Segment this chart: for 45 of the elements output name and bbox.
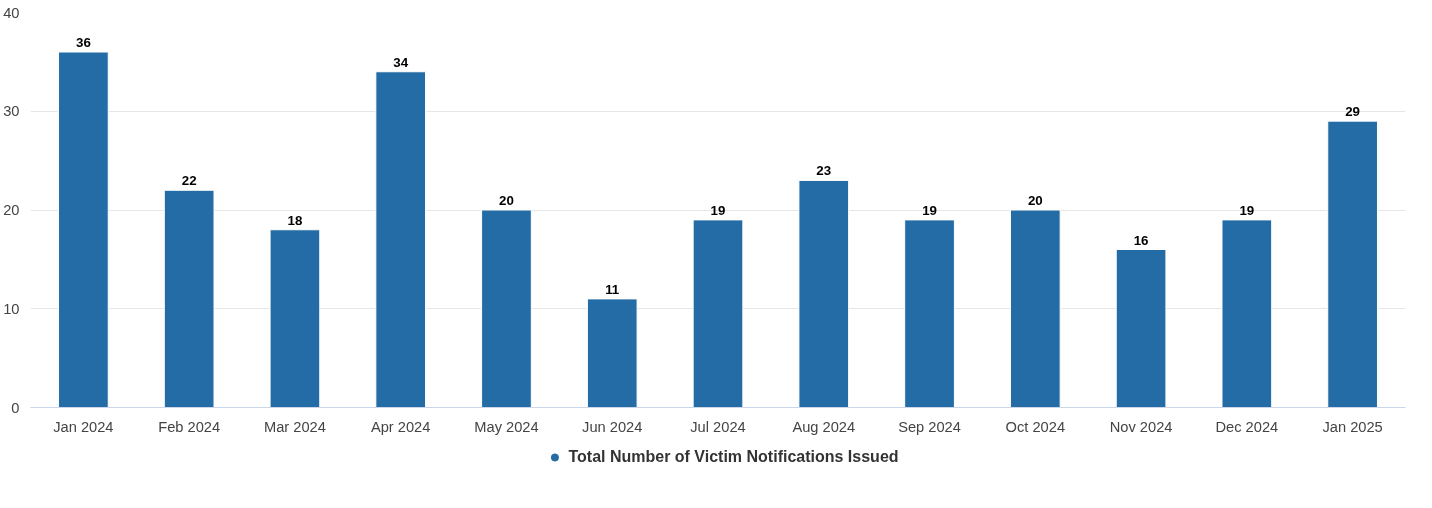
bar — [375, 71, 427, 408]
x-tick-label: May 2024 — [474, 418, 539, 435]
data-label: 23 — [816, 163, 832, 179]
data-label: 22 — [181, 173, 197, 189]
x-tick-label: Jan 2025 — [1322, 418, 1383, 435]
y-tick-label: 20 — [3, 202, 20, 218]
data-label: 19 — [922, 202, 937, 218]
x-tick-label: Dec 2024 — [1215, 418, 1279, 435]
x-tick-label: Jan 2024 — [53, 418, 114, 435]
bar — [58, 51, 109, 408]
x-tick-label: Mar 2024 — [263, 418, 326, 435]
data-label: 19 — [710, 202, 726, 218]
bar — [798, 179, 850, 408]
bar — [586, 298, 638, 408]
x-tick-label: Jul 2024 — [690, 418, 746, 435]
data-label: 20 — [499, 193, 514, 208]
y-tick-label: 30 — [3, 103, 20, 120]
legend-label: Total Number of Victim Notifications Issued — [568, 448, 899, 466]
y-tick-label: 0 — [11, 399, 20, 416]
data-label: 36 — [75, 35, 91, 50]
data-label: 34 — [393, 54, 409, 70]
x-tick-label: Aug 2024 — [792, 418, 856, 435]
x-tick-label: Sep 2024 — [898, 418, 961, 435]
bar — [163, 189, 215, 408]
bar — [692, 219, 744, 408]
data-label: 29 — [1345, 104, 1361, 120]
bar — [1009, 209, 1061, 408]
x-tick-label: Feb 2024 — [158, 418, 221, 435]
bar — [1327, 120, 1378, 408]
x-tick-label: Nov 2024 — [1109, 418, 1173, 435]
bar — [269, 229, 321, 408]
bar — [481, 209, 532, 408]
bar — [1221, 219, 1273, 408]
data-label: 19 — [1239, 202, 1255, 218]
x-tick-label: Apr 2024 — [370, 418, 431, 435]
x-tick-label: Jun 2024 — [582, 418, 643, 435]
bar — [904, 219, 955, 408]
data-label: 20 — [1027, 193, 1043, 208]
bar — [1115, 249, 1167, 408]
y-tick-label: 40 — [3, 4, 20, 21]
y-tick-label: 10 — [3, 300, 20, 317]
x-tick-label: Oct 2024 — [1005, 418, 1066, 435]
data-label: 18 — [287, 212, 303, 228]
data-label: 11 — [605, 281, 620, 297]
data-label: 16 — [1133, 232, 1149, 248]
